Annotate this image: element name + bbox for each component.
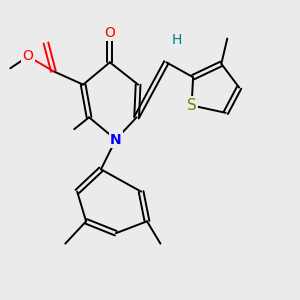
Text: H: H	[172, 33, 182, 47]
Text: N: N	[110, 133, 122, 147]
Text: S: S	[187, 98, 196, 113]
Text: O: O	[104, 26, 115, 40]
Text: O: O	[23, 50, 34, 63]
